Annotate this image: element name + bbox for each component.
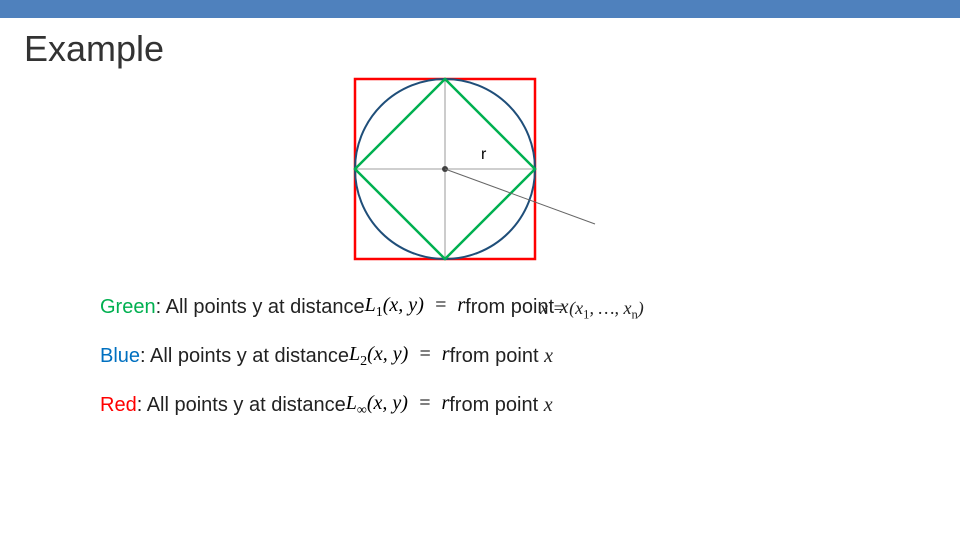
page-title: Example: [0, 18, 960, 70]
legend-color-label: Red: [100, 394, 137, 417]
legend-metric: L1(x, y) = r: [365, 294, 466, 321]
legend-metric: L∞(x, y) = r: [346, 392, 450, 419]
header-bar: [0, 0, 960, 18]
legend-color-label: Green: [100, 296, 156, 319]
r-label: r: [481, 146, 487, 163]
legend-tail: from point x: [449, 394, 552, 417]
x-annotation: x = (x1, …, xn): [540, 298, 644, 323]
legend-color-label: Blue: [100, 345, 140, 368]
legend-metric: L2(x, y) = r: [349, 343, 450, 370]
legend: Green: All points y at distance L1(x, y)…: [0, 294, 960, 419]
norm-balls-diagram: r: [350, 74, 610, 264]
legend-body: : All points y at distance: [156, 296, 365, 319]
legend-body: : All points y at distance: [137, 394, 346, 417]
legend-row: Red: All points y at distance L∞(x, y) =…: [100, 392, 960, 419]
legend-tail: from point x: [450, 345, 553, 368]
legend-row: Green: All points y at distance L1(x, y)…: [100, 294, 960, 321]
diagram-container: r x = (x1, …, xn): [0, 74, 960, 264]
legend-body: : All points y at distance: [140, 345, 349, 368]
legend-row: Blue: All points y at distance L2(x, y) …: [100, 343, 960, 370]
